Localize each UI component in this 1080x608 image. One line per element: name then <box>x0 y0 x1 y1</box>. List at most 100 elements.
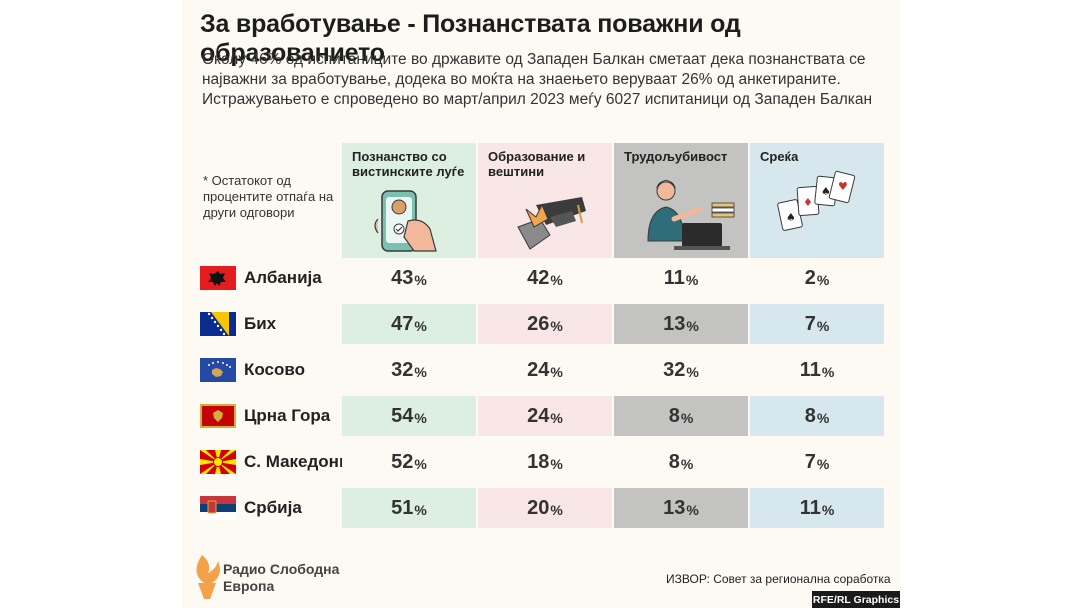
value-number: 7 <box>804 450 816 473</box>
svg-text:♥: ♥ <box>838 180 848 193</box>
country-label: Бих <box>200 304 340 344</box>
value-cell: 13% <box>614 304 748 344</box>
value-number: 13 <box>663 312 686 335</box>
value-cell: 54% <box>342 396 476 436</box>
value-number: 13 <box>663 496 686 519</box>
percent-sign: % <box>414 318 427 334</box>
chart-title: За вработување - Познанствата поважни од… <box>200 10 741 67</box>
value-cell: 8% <box>614 396 748 436</box>
percent-sign: % <box>816 272 830 288</box>
value-cell: 11% <box>750 488 884 528</box>
value-number: 26 <box>527 312 550 335</box>
subtitle-line: Околу 46% од испитаниците во државите од… <box>202 51 866 68</box>
country-label: Црна Гора <box>200 396 340 436</box>
chart-subtitle: Околу 46% од испитаниците во државите од… <box>202 50 892 110</box>
rfe-logo: Радио Слободна Европа <box>190 551 370 601</box>
percent-sign: % <box>686 318 699 334</box>
value-cell: 26% <box>478 304 612 344</box>
svg-text:♠: ♠ <box>821 185 831 198</box>
value-number: 42 <box>527 266 550 289</box>
column-label: Трудољубивост <box>624 149 728 164</box>
subtitle-line: Истражувањето е спроведено во март/април… <box>202 91 873 108</box>
value-cell: 43% <box>342 258 476 298</box>
subtitle-line: најважни за вработување, додека во моќта… <box>202 71 841 88</box>
value-cell: 51% <box>342 488 476 528</box>
value-cell: 20% <box>478 488 612 528</box>
column-label: Познанство со вистинските луѓе <box>352 149 465 179</box>
value-number: 47 <box>391 312 414 335</box>
percent-sign: % <box>550 456 563 472</box>
value-cell: 47% <box>342 304 476 344</box>
value-cell: 32% <box>614 350 748 390</box>
value-number: 54 <box>391 404 414 427</box>
value-number: 8 <box>804 404 816 427</box>
value-number: 11 <box>799 496 821 519</box>
logo-line: Радио Слободна <box>223 561 340 577</box>
percent-sign: % <box>680 456 694 472</box>
country-name: Косово <box>244 360 305 379</box>
country-label: С. Македонија <box>200 442 364 482</box>
value-number: 43 <box>391 266 414 289</box>
value-cell: 24% <box>478 396 612 436</box>
value-cell: 2% <box>750 258 884 298</box>
value-number: 11 <box>663 266 685 289</box>
percent-sign: % <box>414 272 427 288</box>
value-number: 24 <box>527 358 550 381</box>
country-name: С. Македонија <box>244 452 364 471</box>
value-cell: 24% <box>478 350 612 390</box>
country-name: Црна Гора <box>244 406 331 425</box>
value-cell: 52% <box>342 442 476 482</box>
percent-sign: % <box>550 318 563 334</box>
percent-sign: % <box>821 364 835 380</box>
value-number: 11 <box>799 358 821 381</box>
montenegro-flag-icon <box>200 404 236 428</box>
value-cell: 32% <box>342 350 476 390</box>
percent-sign: % <box>816 456 830 472</box>
value-number: 8 <box>668 450 680 473</box>
column-header-connections: Познанство со вистинските луѓе <box>342 143 476 258</box>
value-number: 2 <box>804 266 816 289</box>
value-cell: 7% <box>750 442 884 482</box>
north-macedonia-flag-icon <box>200 450 236 474</box>
worker-laptop-icon <box>614 143 748 258</box>
column-label: Среќа <box>760 149 799 164</box>
percent-sign: % <box>686 364 699 380</box>
source-note: ИЗВОР: Совет за регионална соработка <box>666 572 891 586</box>
country-label: Косово <box>200 350 340 390</box>
percent-sign: % <box>821 502 835 518</box>
percent-sign: % <box>685 272 699 288</box>
percent-sign: % <box>550 410 563 426</box>
percent-sign: % <box>550 272 563 288</box>
percent-sign: % <box>816 318 830 334</box>
value-number: 24 <box>527 404 550 427</box>
albania-flag-icon <box>200 266 236 290</box>
value-cell: 8% <box>614 442 748 482</box>
column-header-luck: ♠ ♦ ♠ ♥ Среќа <box>750 143 884 258</box>
value-number: 18 <box>527 450 550 473</box>
graduation-cap-icon <box>478 143 612 258</box>
value-number: 8 <box>668 404 680 427</box>
value-cell: 42% <box>478 258 612 298</box>
column-header-education: Образование и вештини <box>478 143 612 258</box>
graphics-credit: RFE/RL Graphics <box>812 591 900 608</box>
playing-cards-icon: ♠ ♦ ♠ ♥ <box>750 143 884 258</box>
value-number: 20 <box>527 496 550 519</box>
value-number: 7 <box>804 312 816 335</box>
value-cell: 7% <box>750 304 884 344</box>
column-header-diligence: Трудољубивост <box>614 143 748 258</box>
bosnia-flag-icon <box>200 312 236 336</box>
value-number: 32 <box>391 358 414 381</box>
rfe-torch-logo-icon <box>196 555 220 599</box>
percent-sign: % <box>686 502 699 518</box>
country-label: Србија <box>200 488 340 528</box>
svg-text:♠: ♠ <box>786 211 796 224</box>
svg-text:♦: ♦ <box>803 196 813 209</box>
percent-sign: % <box>550 502 563 518</box>
phone-hand-icon <box>342 143 476 258</box>
percent-sign: % <box>414 364 427 380</box>
kosovo-flag-icon <box>200 358 236 382</box>
percent-sign: % <box>414 502 427 518</box>
serbia-flag-icon <box>200 496 236 520</box>
value-number: 52 <box>391 450 414 473</box>
value-cell: 11% <box>750 350 884 390</box>
